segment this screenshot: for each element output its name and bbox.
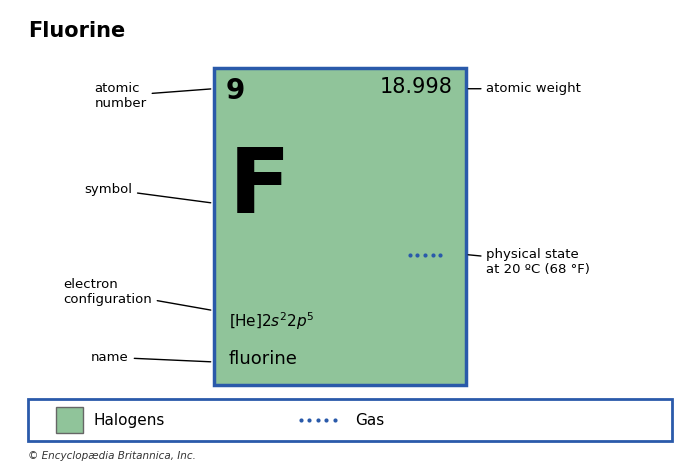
- Text: fluorine: fluorine: [229, 349, 298, 368]
- Text: © Encyclopædia Britannica, Inc.: © Encyclopædia Britannica, Inc.: [28, 452, 196, 461]
- Text: atomic weight: atomic weight: [468, 82, 582, 95]
- Text: Fluorine: Fluorine: [28, 21, 125, 41]
- Text: $\mathrm{[He]2}s^{\mathrm{2}}\mathrm{2}p^{\mathrm{5}}$: $\mathrm{[He]2}s^{\mathrm{2}}\mathrm{2}p…: [229, 310, 314, 332]
- Text: Gas: Gas: [356, 413, 385, 428]
- Text: atomic
number: atomic number: [94, 82, 211, 110]
- Text: F: F: [229, 144, 290, 233]
- Text: 9: 9: [226, 77, 245, 105]
- Bar: [56, 407, 83, 433]
- Bar: [214, 68, 466, 385]
- Text: Halogens: Halogens: [94, 413, 165, 428]
- Text: 18.998: 18.998: [380, 77, 453, 97]
- Text: name: name: [91, 351, 211, 364]
- Text: symbol: symbol: [84, 183, 211, 203]
- Text: electron
configuration: electron configuration: [63, 278, 211, 310]
- Text: physical state
at 20 ºC (68 °F): physical state at 20 ºC (68 °F): [468, 248, 590, 276]
- Bar: [28, 399, 672, 441]
